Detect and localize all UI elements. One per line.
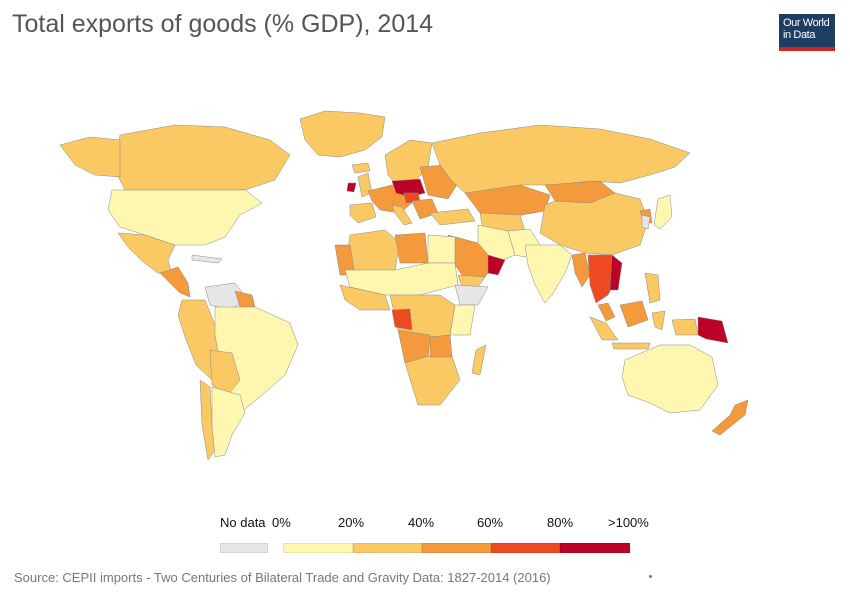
map-legend: No data 0% 20% 40% 60% 80% >100% xyxy=(0,500,850,570)
legend-tick-40: 40% xyxy=(408,515,435,530)
legend-tick-0: 0% xyxy=(272,515,291,530)
region-east-africa xyxy=(449,304,476,336)
region-china xyxy=(539,192,649,256)
region-usa xyxy=(107,189,263,246)
region-libya xyxy=(394,232,429,264)
legend-bin-80-100 xyxy=(560,543,630,553)
region-sumatra xyxy=(589,316,619,341)
region-india xyxy=(524,244,573,304)
legend-bin-60-80 xyxy=(491,543,560,553)
region-new-guinea-west xyxy=(671,318,699,336)
region-greenland xyxy=(299,110,386,158)
region-russia xyxy=(431,124,691,194)
legend-bin-20-40 xyxy=(353,543,422,553)
owid-logo[interactable]: Our World in Data xyxy=(779,14,835,51)
region-vietnam xyxy=(609,254,623,291)
legend-no-data-label: No data xyxy=(220,515,266,530)
region-madagascar xyxy=(471,344,487,376)
region-iceland xyxy=(351,162,371,174)
region-central-america xyxy=(159,266,191,298)
region-japan xyxy=(653,194,673,230)
region-scandinavia xyxy=(384,139,433,188)
region-venezuela xyxy=(204,282,249,311)
region-malaysia xyxy=(597,302,616,322)
region-australia xyxy=(621,344,719,414)
legend-bin-40-60 xyxy=(422,543,491,553)
region-philippines xyxy=(644,272,661,304)
region-cuba xyxy=(191,254,223,264)
logo-line-2: in Data xyxy=(783,29,816,41)
region-turkey xyxy=(429,208,476,226)
region-borneo xyxy=(619,300,649,328)
region-iberia xyxy=(349,202,377,224)
legend-tick-20: 20% xyxy=(338,515,365,530)
region-west-africa xyxy=(339,284,391,311)
region-bolivia xyxy=(209,349,241,396)
source-note: Source: CEPII imports - Two Centuries of… xyxy=(14,570,551,585)
region-sulawesi xyxy=(651,310,666,331)
legend-no-data-swatch xyxy=(220,543,268,553)
region-ireland xyxy=(346,182,357,193)
region-italy xyxy=(391,204,413,226)
region-egypt xyxy=(427,234,456,264)
legend-bin-0-20 xyxy=(283,543,353,553)
legend-tick-over-100: >100% xyxy=(608,515,649,530)
region-alaska xyxy=(59,136,121,178)
region-horn xyxy=(454,284,489,306)
logo-line-1: Our World xyxy=(783,17,830,29)
region-taiwan xyxy=(641,214,651,230)
region-java xyxy=(611,342,651,350)
chart-title: Total exports of goods (% GDP), 2014 xyxy=(12,10,434,38)
legend-tick-80: 80% xyxy=(547,515,574,530)
region-myanmar xyxy=(571,252,591,288)
region-png xyxy=(697,316,729,344)
region-argentina xyxy=(211,386,246,458)
footer-dot xyxy=(649,575,652,578)
legend-tick-60: 60% xyxy=(477,515,504,530)
region-zambia xyxy=(429,334,453,358)
world-map xyxy=(59,110,749,461)
region-congo xyxy=(391,308,413,331)
region-oman-uae xyxy=(487,254,506,276)
region-new-zealand xyxy=(711,399,749,436)
region-canada xyxy=(114,124,291,191)
